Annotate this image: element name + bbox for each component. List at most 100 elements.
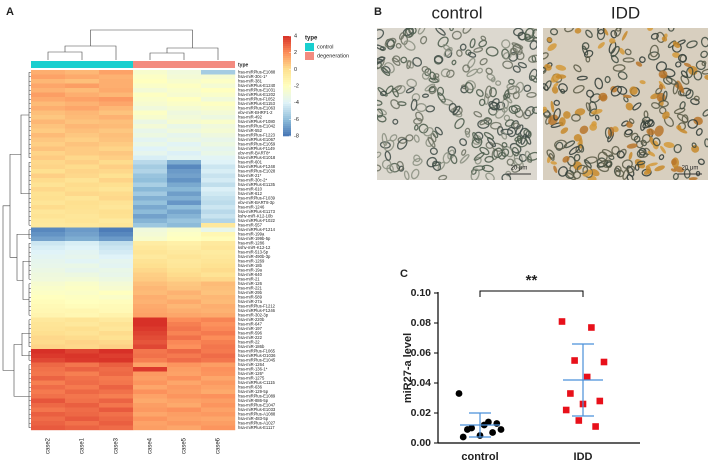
heatmap-cell bbox=[65, 115, 100, 120]
colorbar-segment bbox=[283, 50, 291, 53]
heatmap-cell bbox=[201, 416, 236, 422]
heatmap-cell bbox=[133, 155, 168, 161]
dendrogram bbox=[28, 71, 31, 159]
heatmap-cell bbox=[65, 349, 100, 354]
cell bbox=[586, 89, 595, 98]
cell bbox=[646, 128, 655, 136]
cell bbox=[510, 47, 517, 56]
cell bbox=[495, 108, 506, 119]
heatmap-cell bbox=[167, 286, 202, 291]
heatmap-cell bbox=[65, 340, 100, 345]
cell bbox=[462, 28, 473, 34]
heatmap-cell bbox=[201, 268, 236, 273]
micrograph bbox=[543, 28, 708, 180]
heatmap-cell bbox=[201, 128, 236, 134]
heatmap-cell bbox=[99, 317, 134, 323]
cell bbox=[396, 160, 404, 171]
heatmap-cell bbox=[99, 218, 134, 224]
heatmap-cell bbox=[201, 169, 236, 174]
row-label: ebv-miR-BHRF1-2 bbox=[238, 110, 273, 115]
heatmap-cell bbox=[31, 295, 66, 300]
cell bbox=[432, 160, 442, 172]
heatmap-cell bbox=[167, 191, 202, 197]
heatmap-cell bbox=[201, 200, 236, 206]
cell bbox=[621, 120, 629, 127]
colorbar-segment bbox=[283, 78, 291, 81]
heatmap-cell bbox=[167, 272, 202, 278]
heatmap-cell bbox=[99, 407, 134, 413]
cell bbox=[597, 151, 608, 162]
cell bbox=[672, 41, 681, 49]
heatmap-cell bbox=[31, 389, 66, 395]
heatmap-cell bbox=[133, 205, 168, 210]
heatmap-cell bbox=[99, 151, 134, 156]
heatmap-cell bbox=[31, 106, 66, 111]
cell bbox=[428, 86, 436, 93]
colorbar-segment bbox=[283, 126, 291, 129]
cell bbox=[395, 42, 402, 49]
cell bbox=[675, 61, 682, 68]
heatmap-cell bbox=[201, 79, 236, 84]
dendrogram bbox=[64, 45, 117, 60]
cell bbox=[673, 107, 686, 115]
cell bbox=[523, 129, 531, 137]
cell bbox=[554, 139, 568, 150]
annotation-cell bbox=[31, 61, 65, 68]
heatmap-cell bbox=[133, 160, 168, 165]
heatmap-cell bbox=[201, 358, 236, 363]
heatmap-cell bbox=[133, 196, 168, 201]
heatmap-cell bbox=[99, 344, 134, 350]
heatmap-cell bbox=[167, 340, 202, 345]
heatmap-cell bbox=[201, 331, 236, 336]
cell bbox=[700, 36, 708, 48]
cell bbox=[616, 150, 625, 159]
row-label: hsa-miR-513-5p bbox=[238, 249, 269, 254]
heatmap-cell bbox=[133, 191, 168, 197]
heatmap-cell bbox=[201, 326, 236, 332]
cell bbox=[503, 114, 511, 122]
legend-label: degeneration bbox=[317, 53, 349, 59]
heatmap-cell bbox=[167, 412, 202, 417]
heatmap-cell bbox=[167, 371, 202, 377]
heatmap-cell bbox=[65, 403, 100, 408]
heatmap-cell bbox=[133, 151, 168, 156]
cell bbox=[509, 142, 522, 154]
row-label: hsa-miRPlus-F1080 bbox=[238, 119, 276, 124]
cell bbox=[406, 78, 418, 88]
row-label: hsa-miR-221 bbox=[238, 285, 263, 290]
row-label: hsa-miRPlus-E1045 bbox=[238, 357, 276, 362]
heatmap-cell bbox=[167, 209, 202, 215]
heatmap-cell bbox=[65, 178, 100, 183]
heatmap-cell bbox=[167, 146, 202, 152]
heatmap-cell bbox=[133, 268, 168, 273]
heatmap-cell bbox=[133, 421, 168, 426]
cell bbox=[502, 51, 512, 60]
colorbar-segment bbox=[283, 82, 291, 85]
heatmap-cell bbox=[65, 146, 100, 152]
heatmap-cell bbox=[31, 308, 66, 314]
heatmap-cell bbox=[99, 223, 134, 228]
heatmap-cell bbox=[99, 304, 134, 309]
row-label: hsa-miR-612 bbox=[238, 191, 263, 196]
heatmap-cell bbox=[31, 124, 66, 129]
cell bbox=[391, 57, 401, 66]
heatmap-cell bbox=[167, 421, 202, 426]
heatmap-cell bbox=[65, 124, 100, 129]
heatmap-cell bbox=[133, 182, 168, 188]
heatmap-cell bbox=[99, 160, 134, 165]
heatmap-cell bbox=[65, 160, 100, 165]
heatmap-cell bbox=[99, 164, 134, 170]
cell bbox=[405, 87, 415, 94]
heatmap-cell bbox=[133, 344, 168, 350]
cell bbox=[377, 151, 382, 159]
heatmap-cell bbox=[65, 83, 100, 89]
row-label: hsa-miR-1246 bbox=[238, 204, 265, 209]
cell bbox=[638, 56, 646, 64]
heatmap-cell bbox=[201, 83, 236, 89]
colorbar-segment bbox=[283, 54, 291, 57]
cell bbox=[589, 123, 598, 131]
cell bbox=[555, 141, 564, 151]
cell bbox=[596, 28, 606, 41]
colorbar-segment bbox=[283, 52, 291, 55]
heatmap-cell bbox=[133, 394, 168, 399]
